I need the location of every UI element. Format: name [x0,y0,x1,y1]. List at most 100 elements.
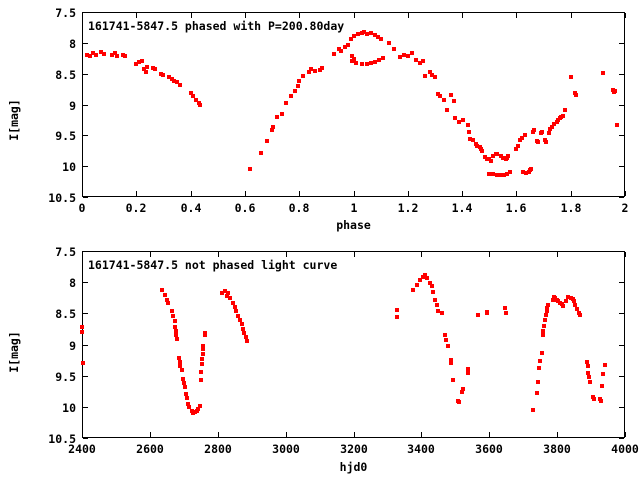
data-point [173,325,178,330]
data-point [544,140,549,145]
y-tick [83,12,88,13]
y-tick-mirror [619,313,624,314]
data-point [245,338,250,343]
data-point [80,325,84,330]
data-point [445,108,450,113]
data-point [401,53,406,58]
y-tick-label: 8 [69,37,76,51]
x-tick [191,191,192,196]
y-tick [83,282,88,283]
data-point [369,30,374,35]
data-point [449,92,454,97]
data-point [336,47,341,51]
data-point [561,303,566,308]
data-point [587,379,592,384]
data-point [466,367,471,372]
x-tick-mirror [82,13,83,18]
x-tick-mirror [286,252,287,257]
data-point [465,122,470,127]
data-point [339,49,344,54]
x-tick [625,191,626,196]
data-point [499,173,504,178]
y-tick [83,135,88,136]
x-tick [516,191,517,196]
x-tick-label: 0.2 [125,201,147,215]
data-point [601,71,606,76]
x-tick [421,432,422,437]
data-point [175,336,180,341]
y-tick-label: 9 [69,339,76,353]
data-point [90,51,95,56]
data-point [442,98,447,103]
data-point [414,282,419,287]
data-point [590,394,595,399]
plot2-xaxis-label: hjd0 [339,460,368,474]
x-tick [82,432,83,437]
x-tick [354,191,355,196]
x-tick-mirror [625,252,626,257]
data-point [429,283,434,288]
y-tick-label: 8.5 [55,68,76,82]
data-point [506,153,511,158]
data-point [537,359,542,364]
data-point [602,363,607,368]
x-tick-mirror [571,13,572,18]
data-point [275,115,280,120]
data-point [523,170,528,175]
data-point [271,124,276,129]
x-tick-mirror [557,252,558,257]
data-point [248,167,253,172]
data-point [159,288,164,293]
data-point [560,113,565,118]
x-tick [150,432,151,437]
data-point [574,93,579,98]
data-point [392,47,397,51]
x-tick-label: 1 [350,201,358,215]
data-point [224,293,229,298]
y-tick-mirror [619,376,624,377]
x-tick-label: 2400 [68,442,96,456]
y-tick [83,438,88,439]
data-point [418,61,423,66]
data-point [544,309,549,314]
y-tick-label: 7.5 [55,245,76,259]
data-point [598,398,603,403]
y-tick [83,407,88,408]
data-point [522,133,527,138]
y-tick [83,166,88,167]
data-point [350,54,355,59]
x-tick-label: 0 [78,201,86,215]
x-tick-label: 1.8 [560,201,582,215]
data-point [574,306,579,311]
data-point [295,84,300,88]
data-point [552,121,557,126]
data-point [576,310,581,315]
data-point [550,297,555,302]
y-tick-mirror [619,407,624,408]
y-tick-mirror [619,105,624,106]
data-point [264,138,269,143]
plot1-title: 161741-5847.5 phased with P=200.80day [88,19,345,33]
data-point [184,396,189,401]
data-point [553,296,558,301]
x-tick [489,432,490,437]
data-point [85,53,90,58]
data-point [466,130,471,135]
data-point [169,77,174,82]
data-point [166,75,171,80]
data-point [460,390,465,395]
data-point [577,313,582,318]
x-tick-label: 2800 [204,442,232,456]
data-point [120,52,125,57]
data-point [461,387,466,392]
data-point [243,335,248,340]
plot2-frame [82,251,625,438]
data-point [177,82,182,87]
data-point [532,128,537,133]
data-point [413,58,418,63]
data-point [179,368,184,373]
plot2-yaxis-label: I[mag] [7,331,21,373]
data-point [112,51,117,56]
data-point [443,337,448,342]
x-tick-label: 1.6 [505,201,527,215]
